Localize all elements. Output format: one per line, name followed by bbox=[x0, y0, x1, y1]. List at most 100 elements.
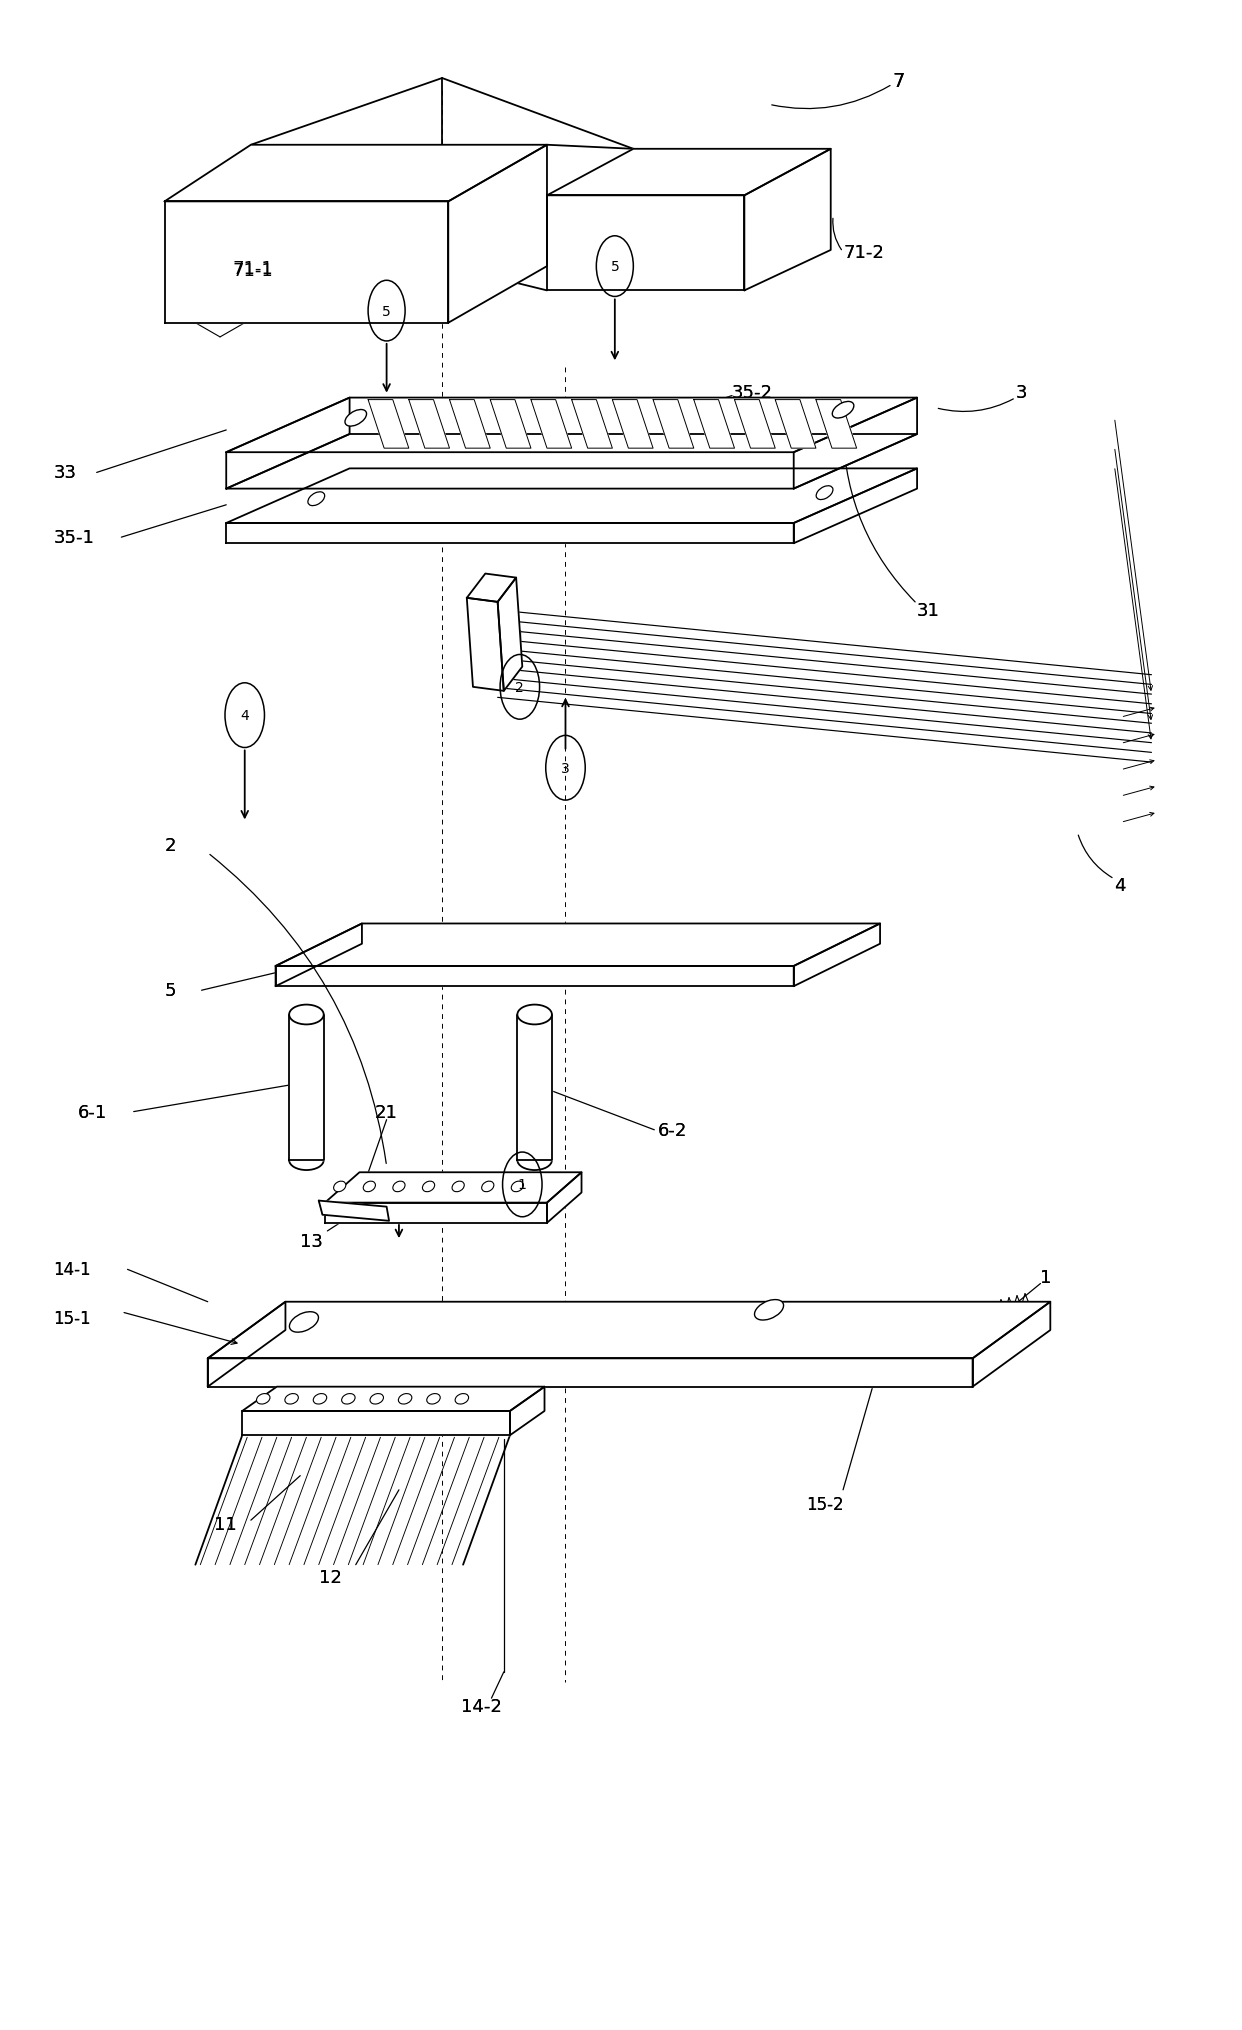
Polygon shape bbox=[276, 966, 794, 987]
Ellipse shape bbox=[422, 1181, 435, 1192]
Ellipse shape bbox=[512, 1181, 523, 1192]
Text: 11: 11 bbox=[214, 1516, 237, 1533]
Polygon shape bbox=[744, 150, 831, 290]
Polygon shape bbox=[226, 398, 349, 489]
Text: 5: 5 bbox=[383, 304, 391, 319]
Text: 4: 4 bbox=[241, 708, 250, 723]
Text: 15-2: 15-2 bbox=[806, 1496, 843, 1512]
Ellipse shape bbox=[308, 493, 324, 505]
Text: 21: 21 bbox=[374, 1102, 397, 1121]
Ellipse shape bbox=[370, 1395, 384, 1405]
Text: 5: 5 bbox=[164, 983, 176, 999]
Text: 4: 4 bbox=[1114, 877, 1126, 895]
Polygon shape bbox=[448, 146, 546, 323]
Ellipse shape bbox=[342, 1395, 355, 1405]
Text: 12: 12 bbox=[319, 1567, 342, 1585]
Text: 35-1: 35-1 bbox=[53, 530, 94, 546]
Polygon shape bbox=[530, 400, 571, 449]
Ellipse shape bbox=[455, 1395, 468, 1405]
Text: 2: 2 bbox=[164, 836, 176, 855]
Polygon shape bbox=[518, 1015, 551, 1161]
Polygon shape bbox=[734, 400, 775, 449]
Text: 3: 3 bbox=[1016, 384, 1027, 402]
Text: 15-1: 15-1 bbox=[53, 1309, 91, 1328]
Polygon shape bbox=[794, 469, 917, 544]
Polygon shape bbox=[276, 924, 881, 966]
Polygon shape bbox=[467, 574, 517, 603]
Text: 11: 11 bbox=[214, 1516, 237, 1533]
Polygon shape bbox=[164, 146, 546, 203]
Ellipse shape bbox=[452, 1181, 465, 1192]
Ellipse shape bbox=[518, 1151, 551, 1171]
Text: 2: 2 bbox=[515, 680, 524, 694]
Ellipse shape bbox=[284, 1395, 298, 1405]
Text: 33: 33 bbox=[53, 465, 77, 483]
Ellipse shape bbox=[392, 1181, 405, 1192]
Text: 33: 33 bbox=[53, 465, 77, 483]
Ellipse shape bbox=[427, 1395, 440, 1405]
Polygon shape bbox=[164, 203, 448, 323]
Polygon shape bbox=[972, 1301, 1051, 1386]
Polygon shape bbox=[207, 1301, 1051, 1358]
Text: 14-2: 14-2 bbox=[461, 1697, 502, 1715]
Polygon shape bbox=[571, 400, 612, 449]
Polygon shape bbox=[242, 1386, 544, 1411]
Polygon shape bbox=[289, 1015, 324, 1161]
Text: 14-2: 14-2 bbox=[461, 1697, 502, 1715]
Text: 15-2: 15-2 bbox=[806, 1496, 843, 1512]
Ellipse shape bbox=[345, 410, 366, 426]
Ellipse shape bbox=[816, 487, 833, 499]
Text: 6-1: 6-1 bbox=[78, 1102, 108, 1121]
Polygon shape bbox=[325, 1173, 581, 1204]
Text: 35-1: 35-1 bbox=[53, 530, 94, 546]
Polygon shape bbox=[207, 1301, 286, 1386]
Text: 7: 7 bbox=[893, 71, 904, 91]
Text: 21: 21 bbox=[374, 1102, 397, 1121]
Polygon shape bbox=[546, 1173, 581, 1224]
Polygon shape bbox=[226, 524, 794, 544]
Text: 1: 1 bbox=[1041, 1269, 1052, 1287]
Text: 1: 1 bbox=[518, 1177, 527, 1192]
Polygon shape bbox=[510, 1386, 544, 1435]
Polygon shape bbox=[226, 469, 917, 524]
Polygon shape bbox=[612, 400, 653, 449]
Text: 35-2: 35-2 bbox=[732, 384, 773, 402]
Polygon shape bbox=[242, 1411, 510, 1435]
Polygon shape bbox=[276, 924, 361, 987]
Text: 31: 31 bbox=[917, 601, 940, 619]
Text: 12: 12 bbox=[319, 1567, 342, 1585]
Text: 13: 13 bbox=[301, 1232, 323, 1250]
Polygon shape bbox=[498, 579, 523, 692]
Text: 1: 1 bbox=[1041, 1269, 1052, 1287]
Polygon shape bbox=[653, 400, 694, 449]
Ellipse shape bbox=[313, 1395, 327, 1405]
Text: 14-1: 14-1 bbox=[53, 1261, 91, 1279]
Ellipse shape bbox=[518, 1005, 551, 1025]
Text: 15-1: 15-1 bbox=[53, 1309, 91, 1328]
Text: 71-2: 71-2 bbox=[843, 244, 884, 262]
Text: 71-1: 71-1 bbox=[232, 262, 273, 280]
Text: 7: 7 bbox=[893, 71, 904, 91]
Polygon shape bbox=[816, 400, 857, 449]
Text: 6-1: 6-1 bbox=[78, 1102, 108, 1121]
Text: 35-2: 35-2 bbox=[732, 384, 773, 402]
Polygon shape bbox=[491, 400, 530, 449]
Ellipse shape bbox=[754, 1299, 784, 1320]
Ellipse shape bbox=[832, 402, 853, 418]
Text: 31: 31 bbox=[917, 601, 940, 619]
Text: 4: 4 bbox=[1114, 877, 1126, 895]
Polygon shape bbox=[794, 398, 917, 489]
Polygon shape bbox=[546, 197, 744, 290]
Polygon shape bbox=[207, 1358, 972, 1386]
Polygon shape bbox=[409, 400, 450, 449]
Polygon shape bbox=[694, 400, 734, 449]
Text: 6-2: 6-2 bbox=[658, 1121, 687, 1139]
Polygon shape bbox=[226, 434, 917, 489]
Polygon shape bbox=[325, 1204, 546, 1224]
Text: 2: 2 bbox=[164, 836, 176, 855]
Text: 3: 3 bbox=[1016, 384, 1027, 402]
Polygon shape bbox=[794, 924, 881, 987]
Ellipse shape bbox=[257, 1395, 270, 1405]
Text: 3: 3 bbox=[561, 761, 570, 775]
Ellipse shape bbox=[363, 1181, 375, 1192]
